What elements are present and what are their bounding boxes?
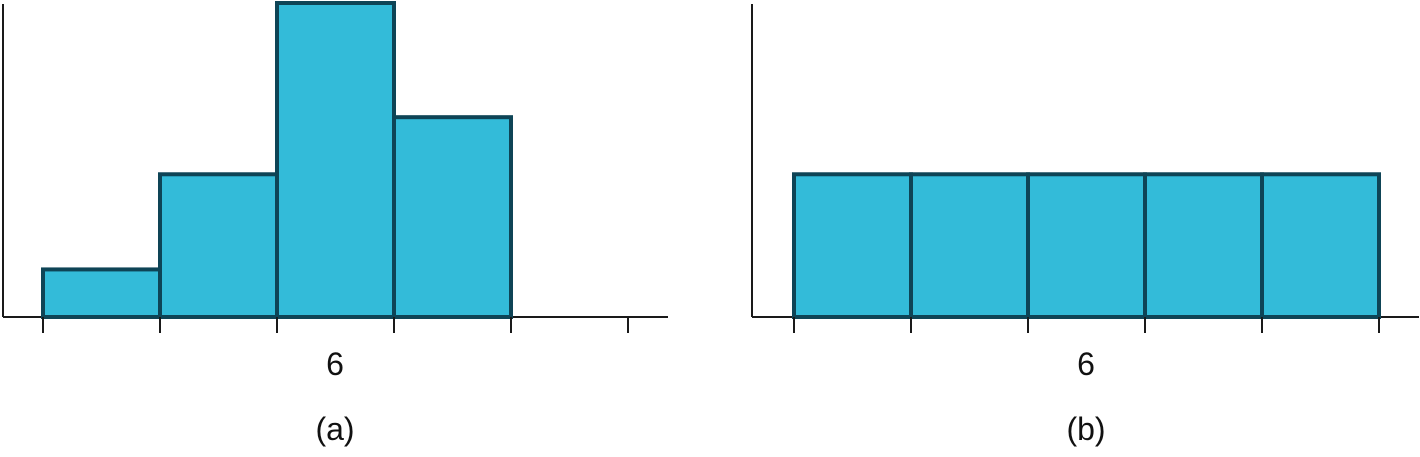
ticks-a xyxy=(42,317,629,333)
histogram-bar-b-4 xyxy=(1143,172,1264,319)
histogram-bar-a-3 xyxy=(275,1,396,319)
bars-b xyxy=(792,172,1381,319)
panel-label-b: (b) xyxy=(1066,411,1105,447)
histogram-bar-b-2 xyxy=(909,172,1030,319)
histogram-bar-b-5 xyxy=(1260,172,1381,319)
histogram-bar-a-1 xyxy=(41,267,162,320)
histogram-panel-b: 6 (b) xyxy=(751,4,1419,447)
histogram-panel-a: 6 (a) xyxy=(2,1,668,447)
histogram-bar-b-3 xyxy=(1026,172,1147,319)
center-tick-label-a: 6 xyxy=(326,346,344,382)
histogram-bar-a-4 xyxy=(392,115,513,319)
histogram-bar-b-1 xyxy=(792,172,913,319)
ticks-b xyxy=(793,317,1380,333)
histogram-bar-a-2 xyxy=(158,172,279,319)
bars-a xyxy=(41,1,513,320)
panel-label-a: (a) xyxy=(315,411,354,447)
center-tick-label-b: 6 xyxy=(1077,346,1095,382)
